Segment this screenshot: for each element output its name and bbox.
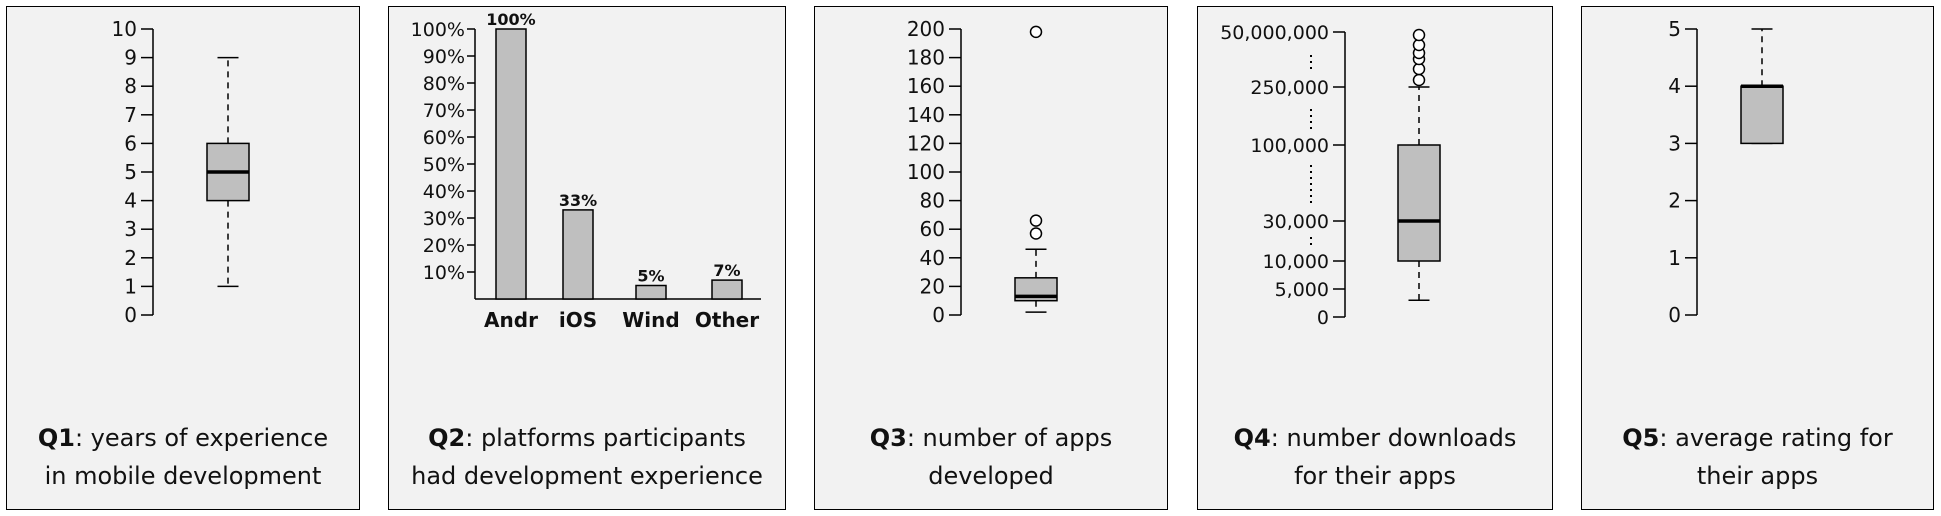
outlier-point [1029, 25, 1043, 39]
y-tick-label: 3 [124, 217, 137, 241]
bar-value-label: 5% [637, 267, 664, 286]
y-tick-label: 140 [907, 103, 945, 127]
y-tick-label: 4 [1668, 74, 1681, 98]
y-tick-label: 50,000,000 [1220, 22, 1329, 44]
caption-q4: Q4: number downloads for their apps [1233, 424, 1517, 490]
y-tick-label: 1 [124, 274, 137, 298]
y-tick-label: 7 [124, 103, 137, 127]
y-tick-label: 100,000 [1250, 135, 1329, 157]
y-tick-label: 250,000 [1250, 77, 1329, 99]
y-tick-label: 20% [423, 235, 465, 257]
bar-wind [635, 284, 667, 300]
caption-q3: Q3: number of apps developed [869, 424, 1113, 490]
y-tick-label: 2 [1668, 189, 1681, 213]
y-tick-label: 0 [932, 303, 945, 327]
chart-panel-q2: 10% 20% 30% 40% 50% 60% 70% 80% 90% 100% 100% Andr 3… [388, 6, 786, 510]
y-tick-label: 0 [124, 303, 137, 327]
y-tick-label: 100% [411, 19, 465, 41]
y-tick-label: 60% [423, 127, 465, 149]
y-tick-label: 160 [907, 74, 945, 98]
y-tick-label: 3 [1668, 131, 1681, 155]
y-tick-label: 60 [920, 217, 945, 241]
bar-value-label: 100% [486, 10, 535, 29]
iqr-box [1740, 85, 1784, 145]
y-tick-label: 180 [907, 46, 945, 70]
bar-ios [562, 209, 594, 300]
y-tick-label: 50% [423, 154, 465, 176]
x-tick-label: iOS [559, 308, 597, 332]
y-tick-label: 80% [423, 73, 465, 95]
chart-panel-q4: 0 5,000 10,000 30,000 100,000 250,000 50,000,0… [1197, 6, 1553, 510]
y-tick-label: 90% [423, 46, 465, 68]
y-tick-label: 20 [920, 274, 945, 298]
y-tick-label: 40 [920, 246, 945, 270]
chart-panel-q1: 0 1 2 3 4 5 6 7 8 9 10 Q1: years of experience in … [6, 6, 360, 510]
y-tick-label: 200 [907, 17, 945, 41]
y-tick-label: 6 [124, 131, 137, 155]
y-tick-label: 120 [907, 131, 945, 155]
bar-other [711, 279, 743, 300]
y-tick-label: 70% [423, 100, 465, 122]
x-tick-label: Other [695, 308, 759, 332]
y-tick-label: 30,000 [1263, 211, 1329, 233]
y-tick-label: 0 [1317, 307, 1329, 329]
chart-panel-q5: 0 1 2 3 4 5 Q5: average rating for their apps [1581, 6, 1934, 510]
outlier-point [1029, 214, 1043, 227]
y-tick-label: 10% [423, 262, 465, 284]
caption-q5: Q5: average rating for their apps [1622, 424, 1893, 490]
outlier-point [1412, 28, 1426, 42]
y-tick-label: 8 [124, 74, 137, 98]
bar-value-label: 7% [713, 261, 740, 280]
chart-panel-q3: 0 20 40 60 80 100 120 140 160 180 200 Q3: number o… [814, 6, 1168, 510]
x-tick-label: Wind [622, 308, 679, 332]
y-tick-label: 5 [1668, 17, 1681, 41]
chart-q5-plot: 0 1 2 3 4 5 [1668, 17, 1784, 327]
x-tick-label: Andr [484, 308, 538, 332]
y-tick-label: 4 [124, 189, 137, 213]
y-tick-label: 9 [124, 46, 137, 70]
chart-q4-plot: 0 5,000 10,000 30,000 100,000 250,000 50,000,0… [1220, 22, 1441, 329]
caption-q2: Q2: platforms participants had developme… [411, 424, 763, 490]
chart-q1-plot: 0 1 2 3 4 5 6 7 8 9 10 [112, 17, 250, 327]
y-tick-label: 10 [112, 17, 137, 41]
y-tick-label: 30% [423, 208, 465, 230]
y-tick-label: 40% [423, 181, 465, 203]
y-tick-label: 80 [920, 189, 945, 213]
y-tick-label: 5,000 [1275, 279, 1329, 301]
bar-andr [495, 28, 527, 300]
outlier-point [1029, 227, 1043, 240]
y-tick-label: 0 [1668, 303, 1681, 327]
y-tick-label: 2 [124, 246, 137, 270]
iqr-box [1397, 144, 1441, 262]
outlier-point [1412, 73, 1426, 87]
y-tick-label: 1 [1668, 246, 1681, 270]
y-tick-label: 10,000 [1263, 251, 1329, 273]
chart-q2-plot: 10% 20% 30% 40% 50% 60% 70% 80% 90% 100% 100% Andr 3… [411, 10, 761, 332]
y-tick-label: 100 [907, 160, 945, 184]
chart-q3-plot: 0 20 40 60 80 100 120 140 160 180 200 [907, 17, 1058, 327]
y-tick-label: 5 [124, 160, 137, 184]
bar-value-label: 33% [559, 191, 597, 210]
caption-q1: Q1: years of experience in mobile develo… [37, 424, 329, 490]
